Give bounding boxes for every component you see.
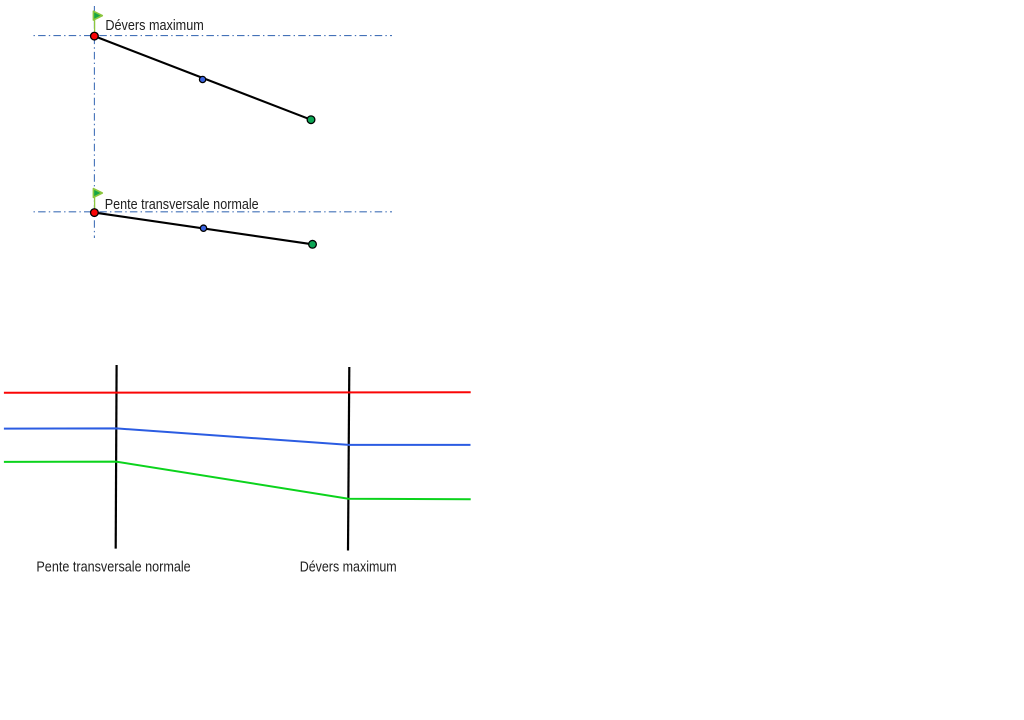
svg-text:Pente transversale normale: Pente transversale normale — [105, 197, 259, 213]
svg-text:Dévers maximum: Dévers maximum — [105, 18, 203, 34]
svg-text:Pente transversale normale: Pente transversale normale — [36, 559, 190, 575]
svg-text:Dévers maximum: Dévers maximum — [300, 559, 397, 575]
